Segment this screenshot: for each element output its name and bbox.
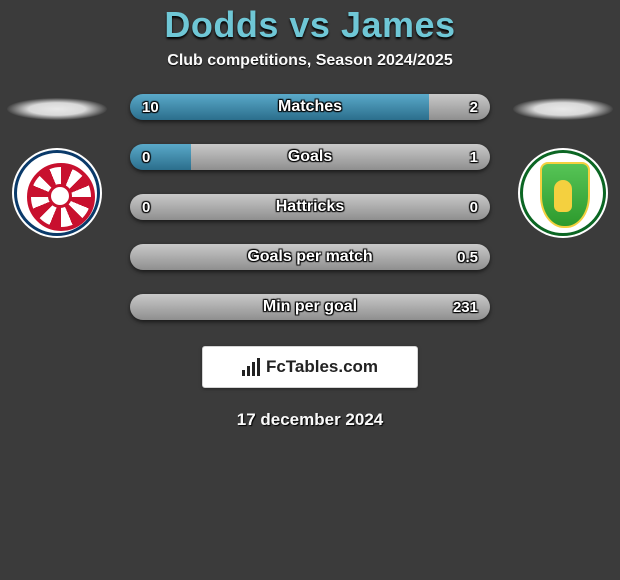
bar-right-seg bbox=[130, 244, 490, 270]
date-label: 17 december 2024 bbox=[0, 410, 620, 430]
bar-chart-icon bbox=[242, 358, 260, 376]
player-right-column bbox=[508, 94, 618, 236]
stat-value-left bbox=[130, 244, 154, 270]
stat-value-left bbox=[130, 294, 154, 320]
stat-value-right: 2 bbox=[458, 94, 490, 120]
bar-right-seg bbox=[130, 194, 490, 220]
club-crest-right bbox=[520, 150, 606, 236]
stat-value-right: 0.5 bbox=[445, 244, 490, 270]
bar-right-seg bbox=[130, 294, 490, 320]
club-crest-left bbox=[14, 150, 100, 236]
stat-bar-hattricks: 0 0 Hattricks bbox=[130, 194, 490, 220]
main-row: 10 2 Matches 0 1 Goals 0 0 Hattricks bbox=[0, 94, 620, 320]
player-left-column bbox=[2, 94, 112, 236]
stats-bars: 10 2 Matches 0 1 Goals 0 0 Hattricks bbox=[130, 94, 490, 320]
page-title: Dodds vs James bbox=[0, 4, 620, 46]
stat-bar-goals: 0 1 Goals bbox=[130, 144, 490, 170]
stat-value-right: 0 bbox=[458, 194, 490, 220]
stat-value-right: 1 bbox=[458, 144, 490, 170]
player-left-silhouette bbox=[7, 98, 107, 120]
stat-bar-matches: 10 2 Matches bbox=[130, 94, 490, 120]
stat-bar-min-per-goal: 231 Min per goal bbox=[130, 294, 490, 320]
stat-value-left: 0 bbox=[130, 144, 162, 170]
brand-link[interactable]: FcTables.com bbox=[202, 346, 418, 388]
stat-value-left: 0 bbox=[130, 194, 162, 220]
bar-left-seg bbox=[130, 94, 429, 120]
brand-text: FcTables.com bbox=[266, 357, 378, 377]
subtitle: Club competitions, Season 2024/2025 bbox=[0, 52, 620, 70]
stat-bar-goals-per-match: 0.5 Goals per match bbox=[130, 244, 490, 270]
stat-value-left: 10 bbox=[130, 94, 171, 120]
comparison-widget: Dodds vs James Club competitions, Season… bbox=[0, 0, 620, 430]
stat-value-right: 231 bbox=[441, 294, 490, 320]
player-right-silhouette bbox=[513, 98, 613, 120]
bar-right-seg bbox=[191, 144, 490, 170]
